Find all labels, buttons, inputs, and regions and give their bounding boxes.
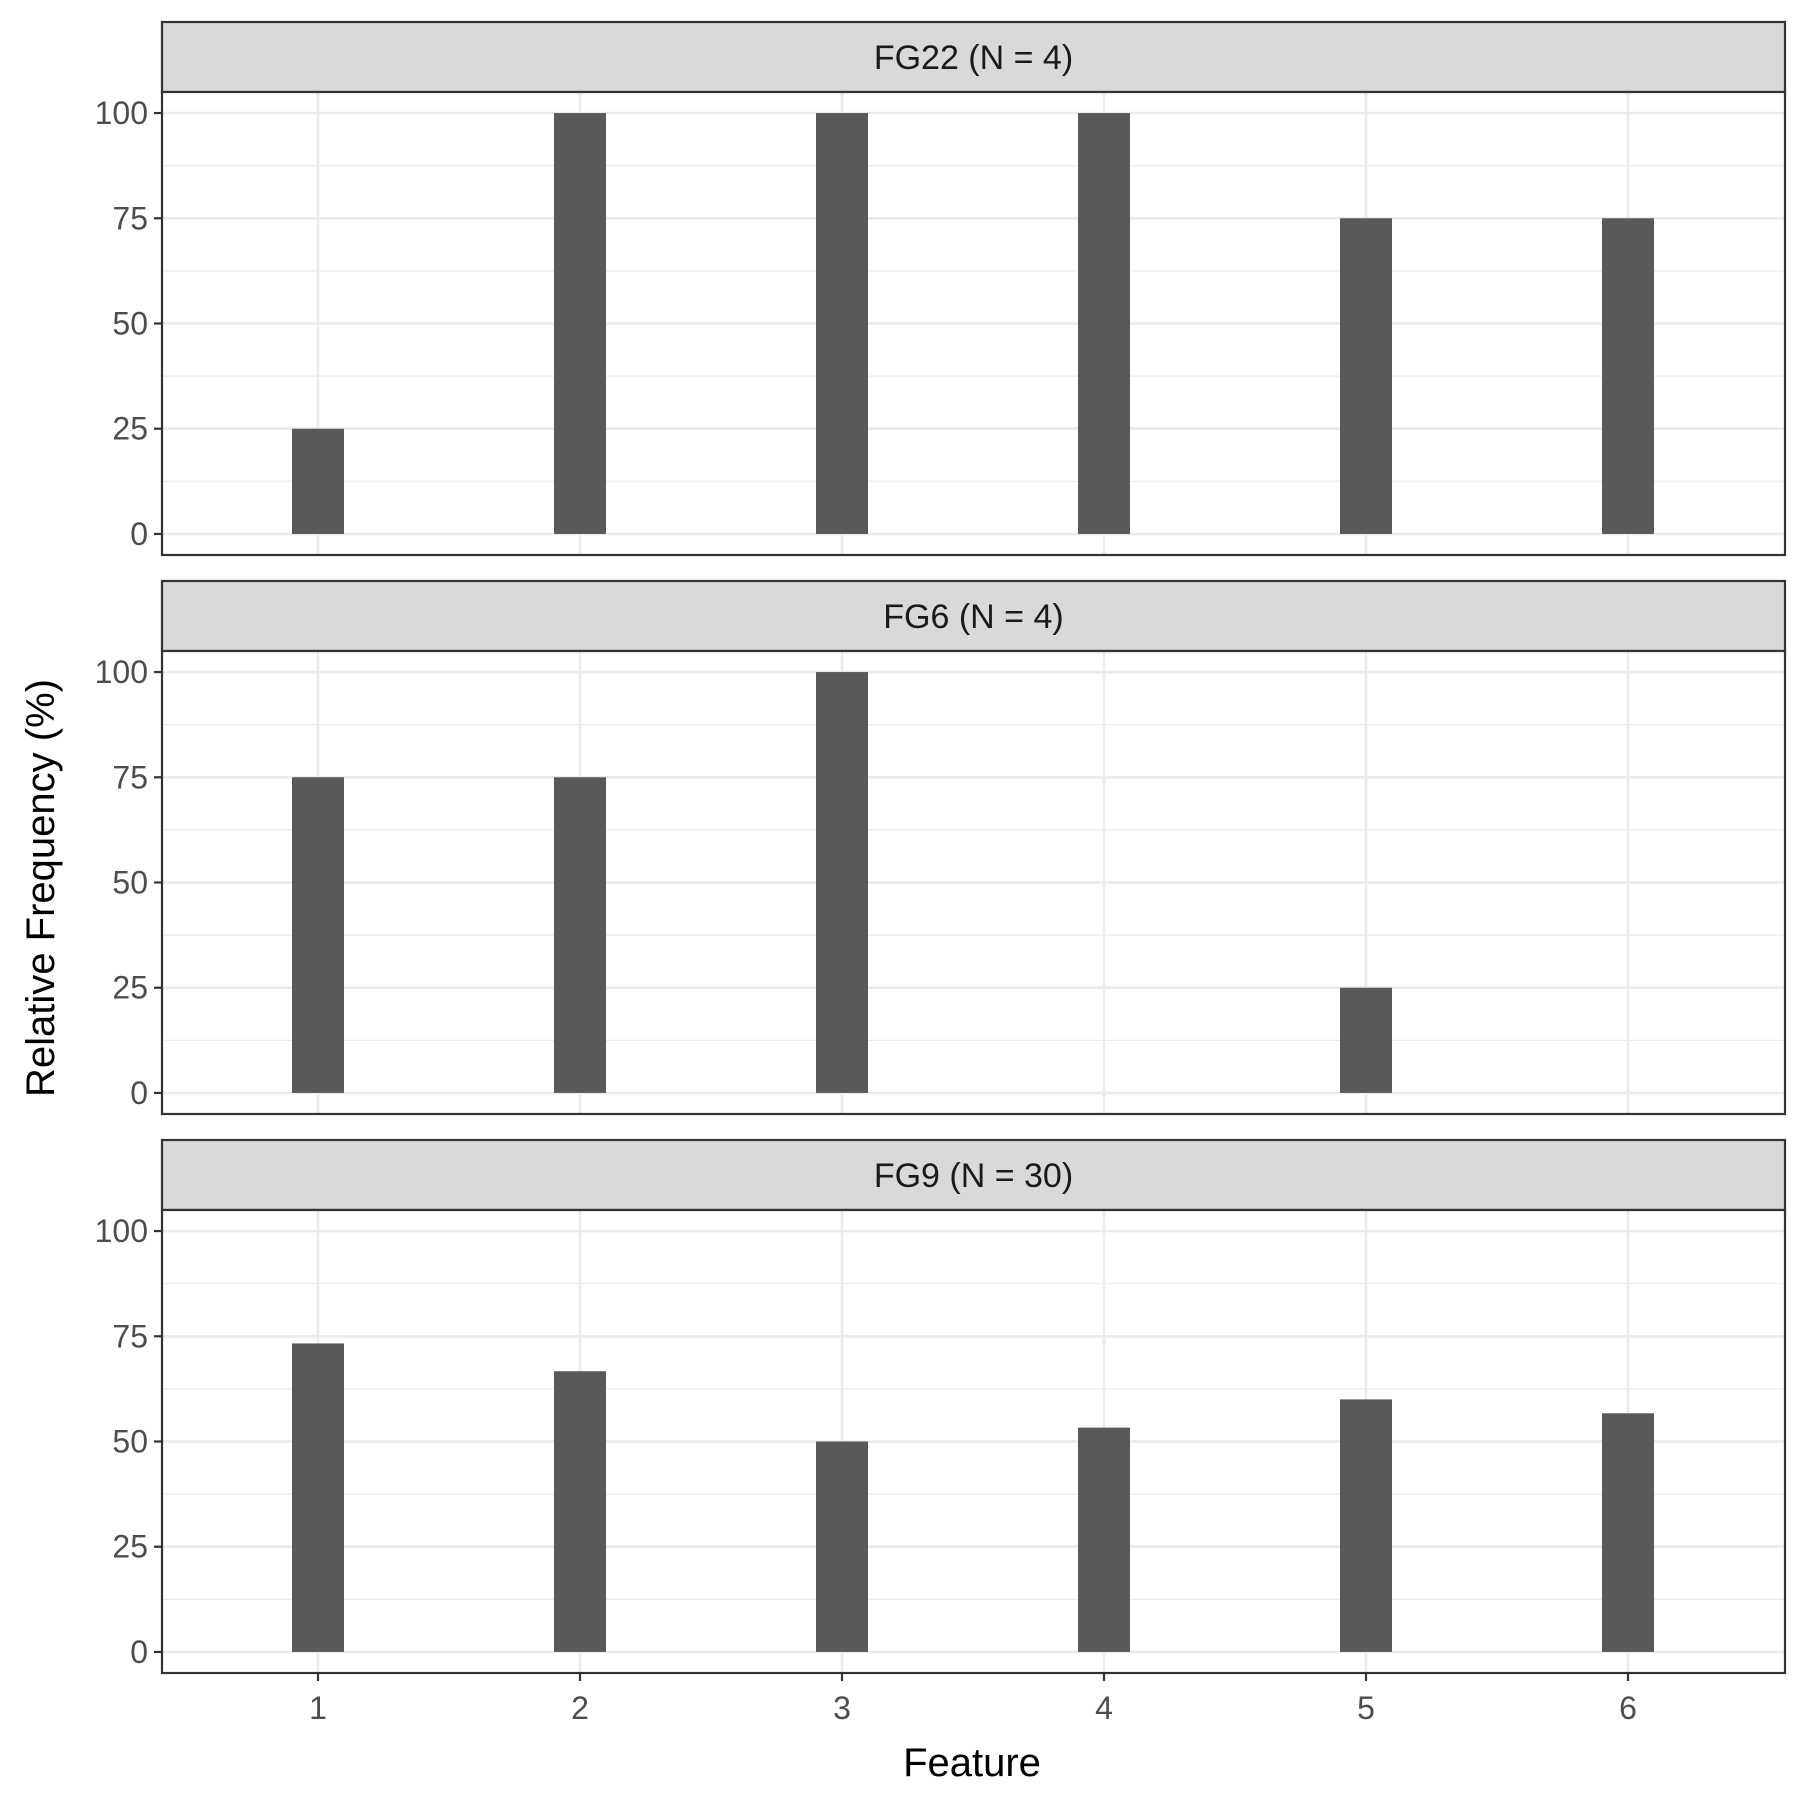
bar-feature-1 xyxy=(292,777,344,1093)
x-tick-label: 6 xyxy=(1619,1690,1637,1726)
x-tick-label: 2 xyxy=(571,1690,589,1726)
y-tick-label: 100 xyxy=(95,654,148,690)
bar-feature-5 xyxy=(1340,987,1392,1093)
panel-strip xyxy=(160,579,1787,653)
panel-1: FG22 (N = 4) 0 25 50 75 100 xyxy=(95,20,1787,557)
bar-feature-4 xyxy=(1078,1427,1130,1652)
x-tick-label: 3 xyxy=(833,1690,851,1726)
y-tick-label: 25 xyxy=(112,411,148,447)
bar-feature-3 xyxy=(816,672,868,1093)
y-tick-label: 25 xyxy=(112,1529,148,1565)
panels: FG22 (N = 4) 0 25 50 75 100 FG6 (N = 4) 0 25 50 75… xyxy=(95,20,1787,1675)
bar-feature-2 xyxy=(554,777,606,1093)
bar-feature-3 xyxy=(816,1441,868,1652)
x-tick-label: 1 xyxy=(309,1690,327,1726)
panel-strip xyxy=(160,1138,1787,1212)
panel-2: FG6 (N = 4) 0 25 50 75 100 xyxy=(95,579,1787,1116)
bar-feature-6 xyxy=(1602,218,1654,534)
bar-feature-5 xyxy=(1340,218,1392,534)
y-tick-label: 0 xyxy=(130,1634,148,1670)
x-axis: 1 2 3 4 5 6 xyxy=(309,1673,1637,1726)
panel-title: FG22 (N = 4) xyxy=(874,39,1073,77)
y-tick-label: 100 xyxy=(95,1213,148,1249)
panel-title: FG6 (N = 4) xyxy=(883,598,1063,636)
y-tick-label: 100 xyxy=(95,95,148,131)
panel-title: FG9 (N = 30) xyxy=(874,1157,1073,1195)
y-tick-label: 75 xyxy=(112,1318,148,1354)
bar-feature-3 xyxy=(816,113,868,534)
y-tick-label: 0 xyxy=(130,1075,148,1111)
y-tick-label: 75 xyxy=(112,759,148,795)
bar-feature-1 xyxy=(292,428,344,534)
panel-strip xyxy=(160,20,1787,94)
y-tick-label: 75 xyxy=(112,200,148,236)
panel-3: FG9 (N = 30) 0 25 50 75 100 xyxy=(95,1138,1787,1675)
bar-feature-4 xyxy=(1078,113,1130,534)
x-tick-label: 5 xyxy=(1357,1690,1375,1726)
y-tick-label: 50 xyxy=(112,306,148,342)
y-tick-label: 50 xyxy=(112,1424,148,1460)
bar-feature-2 xyxy=(554,113,606,534)
y-tick-label: 0 xyxy=(130,516,148,552)
y-tick-label: 50 xyxy=(112,865,148,901)
bar-feature-1 xyxy=(292,1343,344,1652)
bar-feature-5 xyxy=(1340,1399,1392,1652)
y-tick-label: 25 xyxy=(112,970,148,1006)
y-axis-title: Relative Frequency (%) xyxy=(19,679,63,1097)
bar-feature-2 xyxy=(554,1371,606,1652)
x-axis-title: Feature xyxy=(903,1741,1041,1785)
bar-feature-6 xyxy=(1602,1413,1654,1652)
x-tick-label: 4 xyxy=(1095,1690,1113,1726)
